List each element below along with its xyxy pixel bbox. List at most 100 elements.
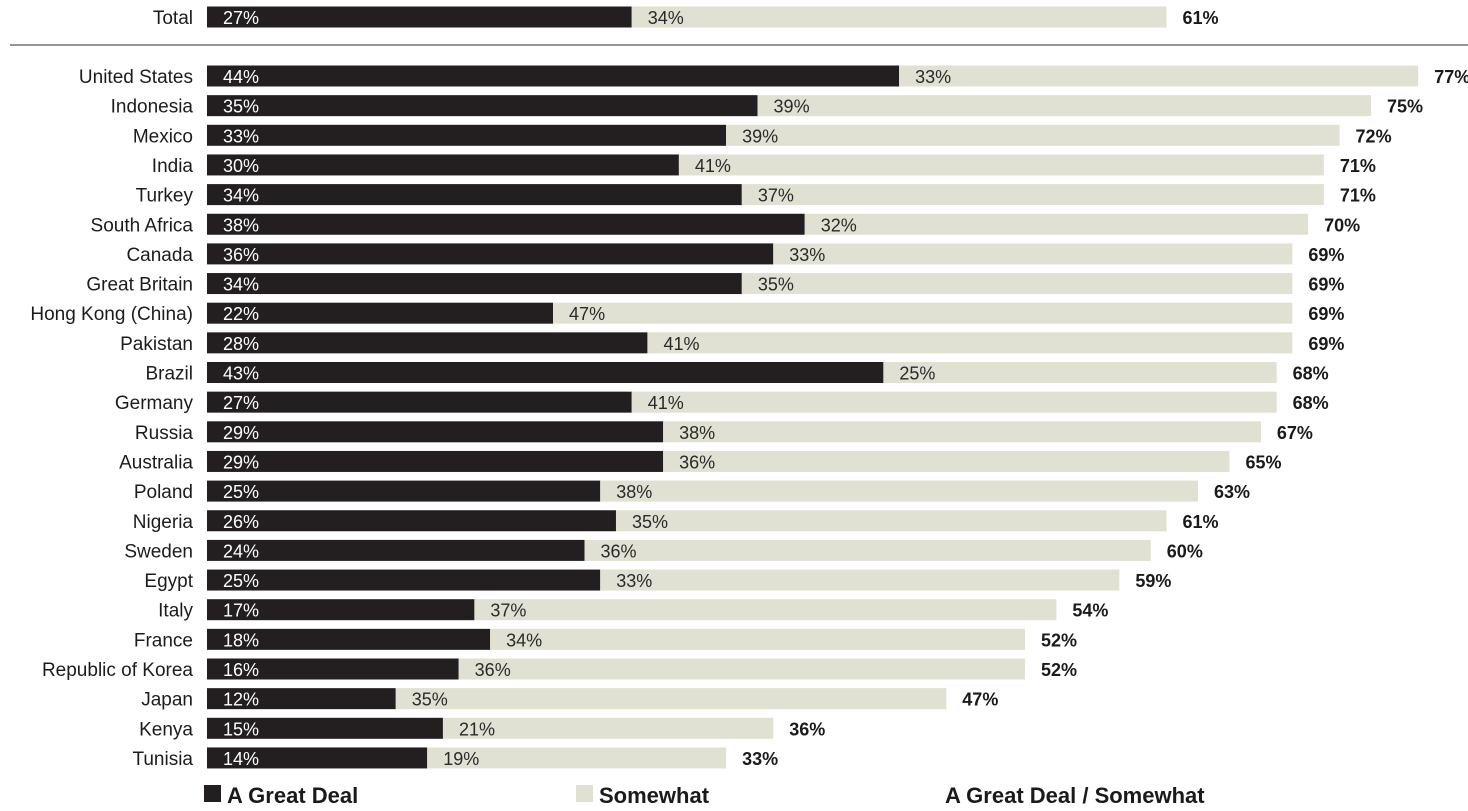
bar-great-deal bbox=[207, 184, 742, 206]
category-label: Kenya bbox=[139, 719, 193, 740]
value-label-total: 52% bbox=[1041, 660, 1077, 680]
value-label-great-deal: 38% bbox=[223, 215, 259, 235]
value-label-somewhat: 38% bbox=[616, 482, 652, 502]
bars-layer bbox=[10, 6, 1468, 769]
value-label-somewhat: 33% bbox=[915, 67, 951, 87]
value-label-great-deal: 24% bbox=[223, 541, 259, 561]
value-label-somewhat: 35% bbox=[632, 512, 668, 532]
value-label-great-deal: 22% bbox=[223, 304, 259, 324]
bar-somewhat bbox=[663, 421, 1261, 443]
bar-great-deal bbox=[207, 391, 632, 413]
category-label: Tunisia bbox=[132, 749, 193, 770]
bar-somewhat bbox=[647, 332, 1293, 354]
value-label-great-deal: 29% bbox=[223, 423, 259, 443]
value-label-somewhat: 19% bbox=[443, 749, 479, 769]
labels-layer: Total 27% 34% 61% United States 44% 33% 77% Indo… bbox=[30, 8, 1468, 770]
value-label-total: 68% bbox=[1293, 393, 1329, 413]
value-label-somewhat: 25% bbox=[899, 364, 935, 384]
value-label-total: 52% bbox=[1041, 630, 1077, 650]
bar-somewhat bbox=[615, 510, 1167, 532]
bar-somewhat bbox=[899, 65, 1419, 87]
legend-label-total: A Great Deal / Somewhat bbox=[945, 783, 1205, 808]
category-label: Mexico bbox=[133, 126, 193, 147]
bar-great-deal bbox=[207, 421, 664, 443]
value-label-great-deal: 43% bbox=[223, 364, 259, 384]
value-label-somewhat: 36% bbox=[601, 541, 637, 561]
value-label-great-deal: 27% bbox=[223, 393, 259, 413]
bar-great-deal bbox=[207, 362, 884, 383]
value-label-somewhat: 33% bbox=[789, 245, 825, 265]
value-label-somewhat: 36% bbox=[679, 452, 715, 472]
value-label-total: 47% bbox=[962, 690, 998, 710]
legend: A Great Deal Somewhat A Great Deal / Somew… bbox=[204, 783, 1205, 808]
value-label-somewhat: 21% bbox=[459, 719, 495, 739]
bar-great-deal bbox=[207, 213, 805, 235]
value-label-great-deal: 44% bbox=[223, 67, 259, 87]
bar-somewhat bbox=[678, 154, 1324, 176]
bar-somewhat bbox=[490, 628, 1025, 650]
category-label: South Africa bbox=[91, 215, 194, 236]
value-label-total: 60% bbox=[1167, 541, 1203, 561]
value-label-total: 68% bbox=[1293, 364, 1329, 384]
bar-somewhat bbox=[883, 362, 1277, 383]
value-label-somewhat: 34% bbox=[648, 8, 684, 28]
category-label: Australia bbox=[119, 452, 193, 473]
bar-great-deal bbox=[207, 332, 648, 354]
category-label: Japan bbox=[141, 690, 193, 711]
category-label: Republic of Korea bbox=[42, 660, 193, 681]
category-label: Russia bbox=[135, 423, 194, 444]
value-label-total: 75% bbox=[1387, 97, 1423, 117]
bar-somewhat bbox=[427, 747, 727, 769]
value-label-great-deal: 14% bbox=[223, 749, 259, 769]
value-label-total: 67% bbox=[1277, 423, 1313, 443]
value-label-somewhat: 39% bbox=[742, 126, 778, 146]
bar-great-deal bbox=[207, 628, 491, 650]
bar-somewhat bbox=[600, 480, 1198, 502]
value-label-somewhat: 33% bbox=[616, 571, 652, 591]
legend-swatch-great-deal bbox=[204, 785, 221, 802]
legend-swatch-somewhat bbox=[576, 785, 593, 802]
value-label-total: 61% bbox=[1183, 512, 1219, 532]
value-label-total: 71% bbox=[1340, 186, 1376, 206]
value-label-great-deal: 27% bbox=[223, 8, 259, 28]
bar-great-deal bbox=[207, 539, 585, 561]
bar-somewhat bbox=[804, 213, 1309, 235]
bar-great-deal bbox=[207, 95, 758, 117]
category-label: Total bbox=[153, 8, 193, 29]
value-label-total: 59% bbox=[1135, 571, 1171, 591]
bar-somewhat bbox=[631, 391, 1277, 413]
value-label-somewhat: 41% bbox=[663, 334, 699, 354]
category-label: United States bbox=[79, 67, 193, 88]
value-label-total: 36% bbox=[789, 719, 825, 739]
value-label-total: 63% bbox=[1214, 482, 1250, 502]
value-label-great-deal: 25% bbox=[223, 571, 259, 591]
value-label-great-deal: 30% bbox=[223, 156, 259, 176]
value-label-somewhat: 36% bbox=[475, 660, 511, 680]
value-label-somewhat: 35% bbox=[412, 690, 448, 710]
bar-great-deal bbox=[207, 480, 601, 502]
bar-somewhat bbox=[741, 184, 1324, 206]
value-label-somewhat: 41% bbox=[695, 156, 731, 176]
bar-great-deal bbox=[207, 243, 774, 265]
bar-somewhat bbox=[600, 569, 1120, 591]
value-label-great-deal: 18% bbox=[223, 630, 259, 650]
value-label-somewhat: 32% bbox=[821, 215, 857, 235]
bar-somewhat bbox=[458, 658, 1025, 680]
value-label-total: 69% bbox=[1308, 245, 1344, 265]
value-label-somewhat: 35% bbox=[758, 275, 794, 295]
bar-somewhat bbox=[442, 717, 774, 739]
bar-somewhat bbox=[726, 124, 1340, 146]
bar-great-deal bbox=[207, 747, 428, 769]
category-label: Indonesia bbox=[111, 97, 194, 118]
value-label-somewhat: 38% bbox=[679, 423, 715, 443]
category-label: Nigeria bbox=[133, 512, 194, 533]
bar-great-deal bbox=[207, 273, 742, 295]
bar-great-deal bbox=[207, 65, 900, 87]
bar-somewhat bbox=[584, 539, 1151, 561]
value-label-great-deal: 36% bbox=[223, 245, 259, 265]
value-label-total: 69% bbox=[1308, 275, 1344, 295]
value-label-somewhat: 41% bbox=[648, 393, 684, 413]
bar-somewhat bbox=[395, 688, 947, 710]
value-label-total: 77% bbox=[1434, 67, 1468, 87]
